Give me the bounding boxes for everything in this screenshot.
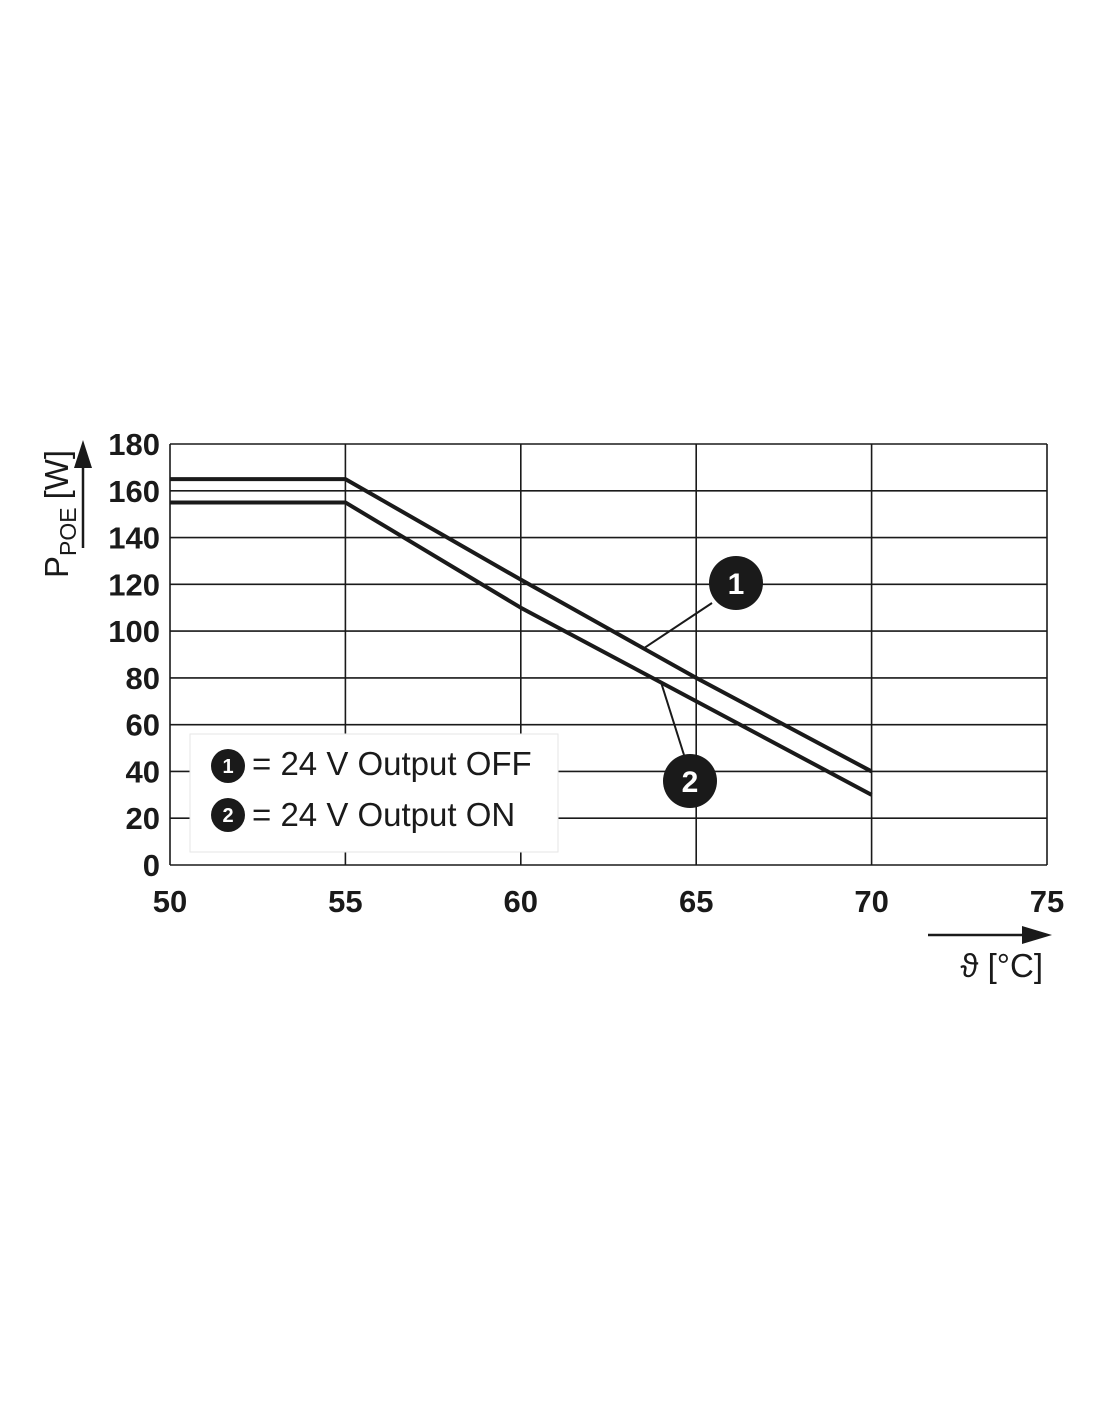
y-axis-label: PPOE [W] (38, 450, 81, 578)
x-axis-arrow (928, 926, 1052, 944)
legend-box (189, 733, 559, 853)
callout-2-label: 2 (682, 766, 699, 799)
x-tick-label: 75 (1030, 884, 1064, 919)
legend-marker-1-label: 1 (222, 756, 233, 778)
legend-item-1: 1 = 24 V Output OFF (211, 745, 532, 783)
y-tick-label: 180 (108, 427, 160, 462)
y-tick-label: 60 (126, 708, 160, 743)
y-tick-labels: 0 20 40 60 80 100 120 140 160 180 (108, 427, 160, 883)
y-tick-label: 100 (108, 614, 160, 649)
x-tick-label: 50 (153, 884, 187, 919)
y-tick-label: 40 (126, 754, 160, 789)
series (170, 477, 873, 797)
legend-item-2-label: = 24 V Output ON (252, 796, 515, 833)
series-line-2 (170, 500, 873, 797)
x-tick-label: 60 (504, 884, 538, 919)
series-line-1 (170, 477, 873, 774)
legend-marker-2 (211, 798, 245, 832)
x-tick-label: 55 (328, 884, 362, 919)
y-tick-label: 80 (126, 661, 160, 696)
y-axis-label-unit: [W] (38, 450, 75, 499)
legend: 1 = 24 V Output OFF 2 = 24 V Output ON (189, 733, 559, 853)
callout-1-leader (643, 602, 713, 650)
y-axis-label-main: P (38, 556, 75, 578)
x-tick-label: 65 (679, 884, 713, 919)
callout-1-label: 1 (728, 568, 745, 601)
y-tick-label: 160 (108, 474, 160, 509)
callout-1: 1 (643, 556, 763, 650)
y-tick-label: 120 (108, 567, 160, 602)
legend-marker-2-label: 2 (222, 805, 233, 827)
x-tick-labels: 50 55 60 65 70 75 (153, 884, 1064, 919)
legend-item-2: 2 = 24 V Output ON (211, 796, 515, 833)
legend-item-1-label: = 24 V Output OFF (252, 745, 532, 782)
y-tick-label: 0 (143, 848, 160, 883)
x-axis-label: ϑ [°C] (960, 947, 1043, 984)
y-tick-label: 140 (108, 521, 160, 556)
legend-marker-1 (211, 749, 245, 783)
y-tick-label: 20 (126, 801, 160, 836)
callout-2-bubble (663, 754, 717, 808)
callout-1-bubble (709, 556, 763, 610)
x-tick-label: 70 (854, 884, 888, 919)
y-axis-label-subscript: POE (55, 507, 81, 556)
callout-2: 2 (660, 682, 717, 808)
callout-2-leader (660, 682, 685, 756)
svg-text:PPOE[W]: PPOE [W] (38, 450, 81, 578)
y-axis-arrow (74, 440, 92, 548)
